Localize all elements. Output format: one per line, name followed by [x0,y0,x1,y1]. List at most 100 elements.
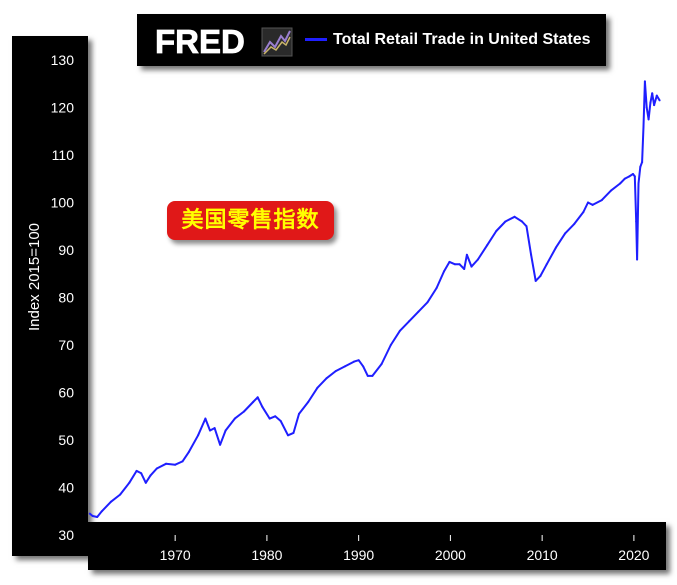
data-point [316,386,319,389]
data-point [224,429,227,432]
data-point [298,412,300,415]
data-point [504,220,507,223]
data-point [521,220,523,223]
data-point [465,253,468,256]
y-tick-label: 30 [58,527,74,543]
data-point [292,431,295,434]
data-point [486,244,489,247]
data-point [325,377,328,380]
y-tick-label: 70 [58,337,74,353]
y-tick-label: 110 [52,147,75,163]
data-point [470,265,473,268]
data-point [209,429,211,432]
data-point [353,360,356,363]
data-point [653,104,656,107]
data-point [100,510,103,513]
series-layer [88,80,661,518]
series-line [89,80,661,518]
data-point [144,481,147,484]
x-tick-label: 2010 [527,547,558,563]
data-point [181,460,184,463]
y-tick-label: 130 [51,52,75,68]
data-point [233,417,236,420]
data-point [371,374,374,377]
data-point [96,516,99,518]
data-point [591,203,594,206]
data-point [564,232,567,235]
data-point [587,201,589,204]
data-point [243,410,245,413]
data-point [435,287,438,289]
data-point [140,472,143,475]
data-point [655,94,658,97]
data-point [279,420,282,422]
data-point [633,175,636,178]
data-point [128,481,131,484]
data-point [623,177,626,180]
data-point [628,175,631,178]
data-point [637,182,640,185]
x-tick-label: 1970 [160,547,191,563]
fred-logo-chart-icon [261,27,293,57]
data-point [389,344,392,346]
legend-label: Total Retail Trade in United States [333,31,591,48]
data-point [534,279,537,282]
data-point [91,515,94,517]
data-point [554,246,557,249]
data-point [658,99,661,102]
data-point [256,396,259,399]
data-point [495,230,498,232]
x-axis-panel [88,522,666,570]
data-point [458,263,461,266]
y-tick-labels: 30 40 50 60 70 80 90 100 110 120 130 [51,52,75,543]
data-point [443,270,445,273]
data-point [573,222,576,225]
data-point [287,434,289,437]
data-point [362,365,365,368]
y-tick-label: 60 [58,385,74,401]
data-point [513,215,516,218]
data-point [380,363,383,365]
data-point [643,80,646,83]
data-point [219,443,222,446]
data-point [398,329,401,332]
x-tick-label: 2020 [618,547,649,563]
data-point [155,467,158,470]
data-point [636,258,639,261]
data-point [165,462,167,465]
data-point [454,263,456,266]
data-point [525,225,528,228]
data-point [109,500,112,503]
data-point [204,417,207,420]
x-tick-label: 2000 [435,547,466,563]
data-point [197,434,200,437]
data-point [366,374,369,377]
y-tick-label: 40 [58,480,74,496]
x-tick-label: 1980 [251,547,282,563]
fred-logo[interactable]: FRED [155,22,297,62]
data-point [600,199,603,202]
y-tick-label: 50 [58,432,74,448]
data-point [649,101,652,104]
chart-header: FRED Total Retail Trade in United States [137,14,606,66]
data-point [426,301,429,304]
data-point [149,474,152,477]
data-point [641,161,644,164]
y-axis-panel [12,36,88,556]
data-point [343,365,346,368]
data-point [448,260,451,263]
data-point [632,173,634,175]
data-point [252,401,255,403]
data-point [417,310,420,313]
y-axis-label: Index 2015=100 [26,223,43,331]
data-point [476,258,479,261]
data-point [619,182,622,185]
data-point [639,165,642,168]
data-point [539,275,542,278]
data-point [647,118,650,121]
data-point [582,211,585,213]
data-point [408,320,411,323]
data-point [274,415,277,418]
x-tick-label: 1990 [343,547,374,563]
